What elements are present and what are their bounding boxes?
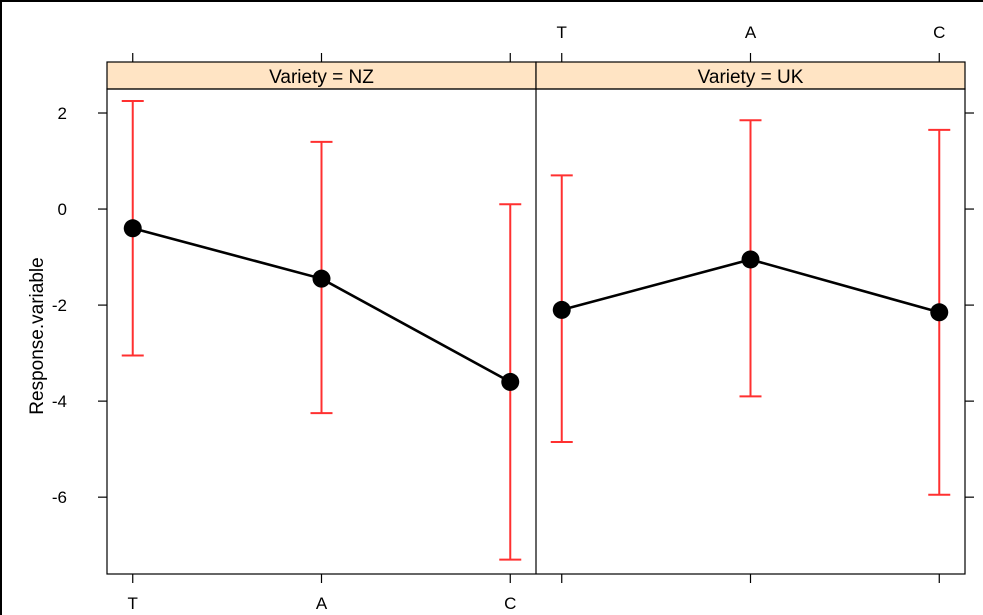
- strip-1: [535, 61, 966, 90]
- x-tick-label-bottom-0: T: [128, 594, 138, 613]
- y-tick-label-3: -4: [52, 392, 67, 411]
- strip-label-0: Variety = NZ: [269, 67, 374, 88]
- x-tick-label-bottom-2: C: [504, 594, 516, 613]
- y-tick-label-4: -6: [52, 488, 67, 507]
- x-tick-label-top-0: T: [557, 23, 567, 42]
- data-point-0-2: [501, 372, 520, 391]
- x-tick-label-top-2: C: [933, 23, 945, 42]
- panels: Variety = NZ Variety = UK 2 0 -2 -4 -6 T A C T A C: [52, 23, 974, 613]
- x-tick-label-top-1: A: [745, 23, 757, 42]
- strip-label-1: Variety = UK: [698, 67, 804, 88]
- y-tick-label-2: -2: [52, 296, 67, 315]
- data-point-1-0: [552, 300, 571, 319]
- y-tick-label-0: 2: [58, 104, 67, 123]
- data-point-0-1: [312, 269, 331, 288]
- y-tick-label-1: 0: [58, 200, 67, 219]
- y-axis-label: Response.variable: [27, 257, 48, 414]
- data-point-1-1: [741, 250, 760, 269]
- data-point-0-0: [123, 219, 142, 238]
- data-point-1-2: [930, 303, 949, 322]
- x-tick-label-bottom-1: A: [316, 594, 328, 613]
